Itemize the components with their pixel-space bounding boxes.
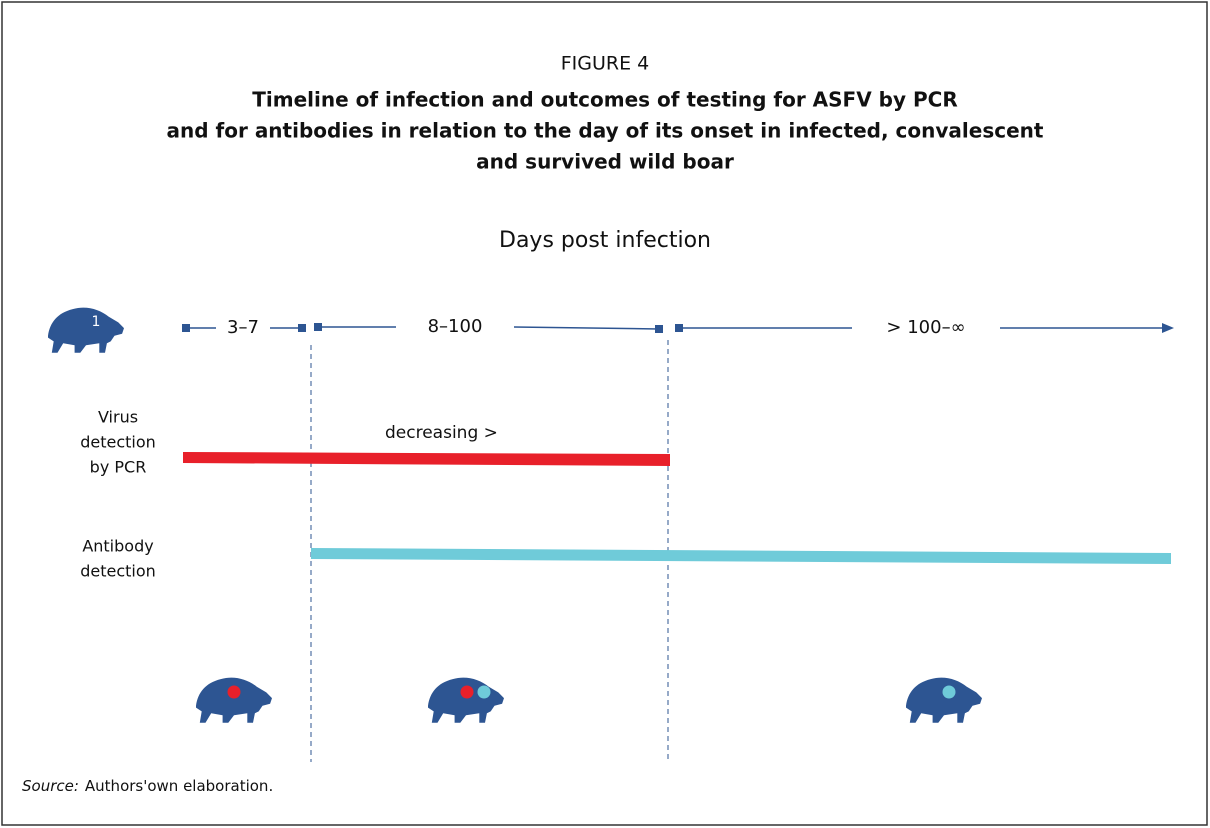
source-prefix: Source:: [22, 777, 79, 795]
arrow-head: [1162, 323, 1174, 333]
icon-label: 1: [92, 314, 101, 330]
row-note: decreasing >: [385, 423, 498, 443]
timeline: [186, 326, 1168, 330]
boar-icon: [428, 677, 504, 723]
boar-icon: [196, 677, 272, 723]
row-label: detection: [80, 433, 156, 452]
row-label: Antibody: [82, 537, 153, 556]
period-label: > 100–∞: [886, 317, 965, 338]
title-line: Timeline of infection and outcomes of te…: [252, 88, 957, 112]
title-line: and for antibodies in relation to the da…: [167, 119, 1044, 143]
antibody-bar: [311, 548, 1171, 564]
period-label: 8–100: [428, 316, 483, 337]
period-label: 3–7: [227, 317, 259, 338]
figure-label: FIGURE 4: [561, 53, 650, 75]
row-label: by PCR: [90, 458, 147, 477]
title-line: and survived wild boar: [476, 150, 734, 174]
row-label: detection: [80, 562, 156, 581]
source: Source: Authors'own elaboration.: [22, 777, 273, 795]
boar-icon: 1: [48, 307, 124, 353]
timeline-markers: [182, 323, 683, 333]
virus-bar: [183, 452, 670, 466]
source-text: Authors'own elaboration.: [85, 777, 273, 795]
boar-icon: [906, 677, 982, 723]
axis-title: Days post infection: [499, 228, 711, 253]
row-label: Virus: [98, 408, 138, 427]
